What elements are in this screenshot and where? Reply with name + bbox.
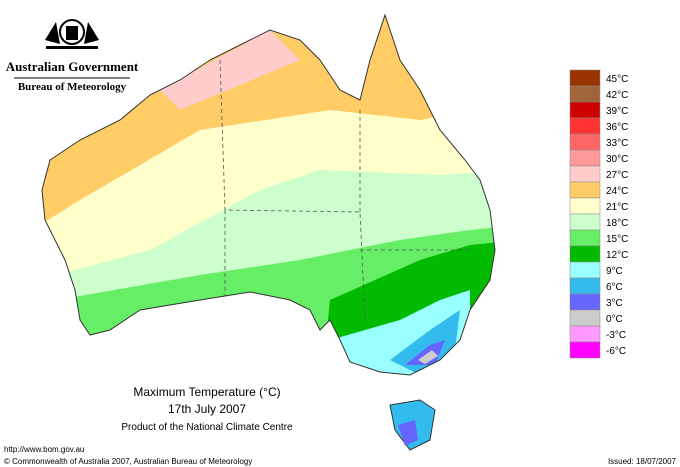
legend-label: 6°C (606, 282, 623, 293)
legend-label: -3°C (606, 330, 626, 341)
header-title: Australian Government (6, 59, 139, 74)
legend-swatch (569, 197, 601, 215)
legend-swatch (569, 165, 601, 183)
caption-title: Maximum Temperature (°C) (133, 385, 280, 399)
legend-swatch (569, 229, 601, 247)
legend-label: 39°C (606, 106, 628, 117)
legend-swatch (569, 69, 601, 87)
caption-date: 17th July 2007 (168, 402, 246, 416)
legend-swatch (569, 309, 601, 327)
legend-swatch (569, 245, 601, 263)
legend-swatch (569, 325, 601, 343)
legend-label: 42°C (606, 90, 628, 101)
legend-swatch (569, 85, 601, 103)
legend-label: 15°C (606, 234, 628, 245)
coastline (41, 13, 496, 376)
footer-copyright: © Commonwealth of Australia 2007, Austra… (4, 457, 252, 466)
legend-swatch (569, 341, 601, 359)
emblem (45, 19, 99, 49)
caption-source: Product of the National Climate Centre (121, 422, 293, 433)
legend-swatch (569, 101, 601, 119)
legend-swatch (569, 149, 601, 167)
legend-label: 9°C (606, 266, 623, 277)
legend-swatch (569, 133, 601, 151)
legend-swatch (569, 181, 601, 199)
legend-label: 3°C (606, 298, 623, 309)
legend-label: 21°C (606, 202, 628, 213)
legend-label: 36°C (606, 122, 628, 133)
legend-swatch (569, 277, 601, 295)
header-subtitle: Bureau of Meteorology (18, 81, 127, 93)
legend-label: 0°C (606, 314, 623, 325)
legend-label: 18°C (606, 218, 628, 229)
footer-issued: Issued: 18/07/2007 (608, 457, 677, 466)
legend-label: 24°C (606, 186, 628, 197)
legend: 45°C 42°C 39°C 36°C 33°C 30°C 27°C 24°C 21°C 18°C… (569, 69, 628, 359)
tasmania-cold (398, 420, 418, 446)
legend-label: 45°C (606, 74, 628, 85)
legend-label: 30°C (606, 154, 628, 165)
legend-swatch (569, 213, 601, 231)
legend-swatch (569, 117, 601, 135)
legend-label: -6°C (606, 346, 626, 357)
legend-label: 12°C (606, 250, 628, 261)
legend-swatch (569, 293, 601, 311)
footer-url: http://www.bom.gov.au (4, 445, 84, 454)
legend-label: 33°C (606, 138, 628, 149)
legend-swatch (569, 261, 601, 279)
legend-label: 27°C (606, 170, 628, 181)
